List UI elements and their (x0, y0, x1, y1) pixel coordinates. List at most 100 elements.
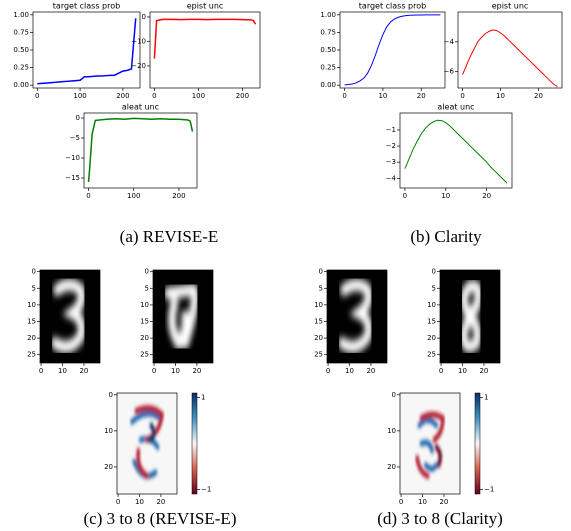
y-tick-label: 20 (387, 463, 396, 471)
x-tick-label: 20 (482, 192, 491, 200)
axes-frame (150, 12, 260, 88)
x-tick-label: 10 (418, 498, 427, 506)
line (405, 120, 507, 183)
y-tick-label: 0.00 (13, 81, 29, 89)
y-tick-label: −4 (386, 174, 397, 182)
x-tick-label: 20 (439, 498, 448, 506)
y-tick-label: 25 (314, 351, 323, 359)
y-tick-label: 0.00 (320, 81, 336, 89)
x-tick-label: 200 (116, 92, 129, 100)
y-tick-label: 15 (27, 317, 36, 325)
y-tick-label: 10 (140, 301, 149, 309)
x-tick-label: 20 (479, 367, 488, 375)
x-tick-label: 0 (439, 367, 443, 375)
y-tick-label: 25 (427, 351, 436, 359)
y-tick-label: 25 (140, 351, 149, 359)
y-tick-label: 5 (319, 284, 323, 292)
x-tick-label: 100 (127, 192, 140, 200)
x-tick-label: 0 (39, 367, 43, 375)
x-tick-label: 10 (441, 192, 450, 200)
y-tick-label: 5 (432, 284, 436, 292)
y-tick-label: −10 (131, 37, 146, 45)
caption: (a) REVISE-E (120, 227, 219, 246)
y-tick-label: 0 (142, 13, 146, 21)
x-tick-label: 10 (135, 498, 144, 506)
y-tick-label: 5 (145, 284, 149, 292)
colorbar-tick-label: 1 (484, 394, 488, 402)
y-tick-label: 20 (427, 334, 436, 342)
x-tick-label: 0 (152, 92, 156, 100)
caption: (b) Clarity (410, 227, 482, 246)
y-tick-label: 0 (319, 268, 323, 276)
x-tick-label: 20 (417, 92, 426, 100)
x-tick-label: 10 (458, 367, 467, 375)
x-tick-label: 0 (399, 498, 403, 506)
x-tick-label: 100 (192, 92, 205, 100)
axes-frame (84, 113, 197, 188)
chart-title: target class prob (53, 2, 120, 11)
chart-title: aleat unc (437, 103, 474, 112)
x-tick-label: 10 (496, 92, 505, 100)
y-tick-label: −6 (444, 68, 455, 76)
chart-title: epist unc (187, 2, 224, 11)
x-tick-label: 10 (378, 92, 387, 100)
chart-title: epist unc (492, 2, 529, 11)
y-tick-label: 0.25 (13, 64, 29, 72)
x-tick-label: 10 (58, 367, 67, 375)
x-tick-label: 0 (342, 92, 346, 100)
line (463, 30, 558, 87)
caption: (d) 3 to 8 (Clarity) (377, 509, 503, 528)
y-tick-label: 15 (140, 317, 149, 325)
y-tick-label: 1.00 (320, 11, 336, 19)
y-tick-label: 10 (427, 301, 436, 309)
y-tick-label: 25 (27, 351, 36, 359)
x-tick-label: 20 (156, 498, 165, 506)
caption: (c) 3 to 8 (REVISE-E) (84, 509, 237, 528)
y-tick-label: 15 (314, 317, 323, 325)
x-tick-label: 20 (366, 367, 375, 375)
x-tick-label: 10 (171, 367, 180, 375)
axes-frame (340, 12, 445, 88)
y-tick-label: 10 (387, 427, 396, 435)
line (345, 15, 441, 85)
y-tick-label: −1 (386, 126, 396, 134)
y-tick-label: 20 (140, 334, 149, 342)
y-tick-label: 0 (109, 391, 113, 399)
y-tick-label: 0.25 (320, 64, 336, 72)
y-tick-label: −15 (65, 174, 80, 182)
y-tick-label: 0 (145, 268, 149, 276)
x-tick-label: 100 (73, 92, 86, 100)
x-tick-label: 200 (172, 192, 185, 200)
colorbar (475, 393, 480, 494)
y-tick-label: 0.50 (320, 46, 336, 54)
chart-title: aleat unc (122, 103, 159, 112)
y-tick-label: −2 (386, 142, 396, 150)
y-tick-label: 0 (392, 391, 396, 399)
y-tick-label: 10 (104, 427, 113, 435)
colorbar-tick-label: −1 (484, 485, 494, 493)
axes-frame (400, 113, 512, 188)
line (154, 19, 255, 58)
y-tick-label: 10 (314, 301, 323, 309)
x-tick-label: 0 (326, 367, 330, 375)
x-tick-label: 20 (79, 367, 88, 375)
y-tick-label: −4 (444, 38, 455, 46)
y-tick-label: 0 (76, 114, 80, 122)
x-tick-label: 0 (35, 92, 39, 100)
y-tick-label: 10 (27, 301, 36, 309)
y-tick-label: 0.50 (13, 46, 29, 54)
x-tick-label: 0 (152, 367, 156, 375)
y-tick-label: 15 (427, 317, 436, 325)
x-tick-label: 0 (86, 192, 90, 200)
x-tick-label: 20 (192, 367, 201, 375)
x-tick-label: 200 (236, 92, 249, 100)
colorbar-tick-label: −1 (201, 485, 211, 493)
line (89, 118, 193, 182)
x-tick-label: 0 (116, 498, 120, 506)
y-tick-label: −3 (386, 158, 396, 166)
y-tick-label: −20 (131, 62, 146, 70)
y-tick-label: −5 (70, 134, 80, 142)
colorbar-tick-label: 1 (201, 394, 205, 402)
y-tick-label: 1.00 (13, 11, 29, 19)
y-tick-label: 0.75 (320, 28, 336, 36)
